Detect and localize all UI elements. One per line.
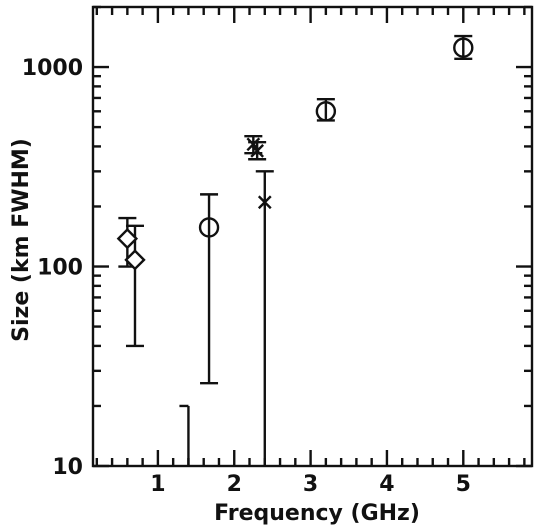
plot-frame (91, 5, 534, 468)
markers (116, 37, 474, 271)
error-bars (118, 34, 473, 466)
x-marker (250, 144, 264, 158)
circle-marker (453, 37, 474, 58)
x-tick-label: 5 (456, 472, 471, 497)
diamond-marker (124, 249, 146, 271)
y-tick-label: 10 (52, 455, 83, 480)
ticks (93, 5, 532, 468)
tick-labels: 1 2 3 4 5 10 100 1000 (22, 56, 471, 497)
y-tick-label: 1000 (22, 56, 83, 81)
diamond-marker (116, 227, 139, 250)
x-marker (257, 195, 272, 210)
x-axis-label: Frequency (GHz) (214, 501, 420, 526)
y-axis-label: Size (km FWHM) (9, 138, 34, 342)
circle-marker (315, 101, 337, 122)
x-tick-label: 4 (379, 472, 394, 497)
y-tick-label: 100 (37, 256, 83, 281)
x-tick-label: 2 (227, 472, 242, 497)
x-marker (246, 137, 261, 152)
x-tick-label: 1 (150, 472, 165, 497)
x-tick-label: 3 (303, 472, 318, 497)
circle-marker (198, 217, 220, 238)
axes (91, 5, 534, 468)
